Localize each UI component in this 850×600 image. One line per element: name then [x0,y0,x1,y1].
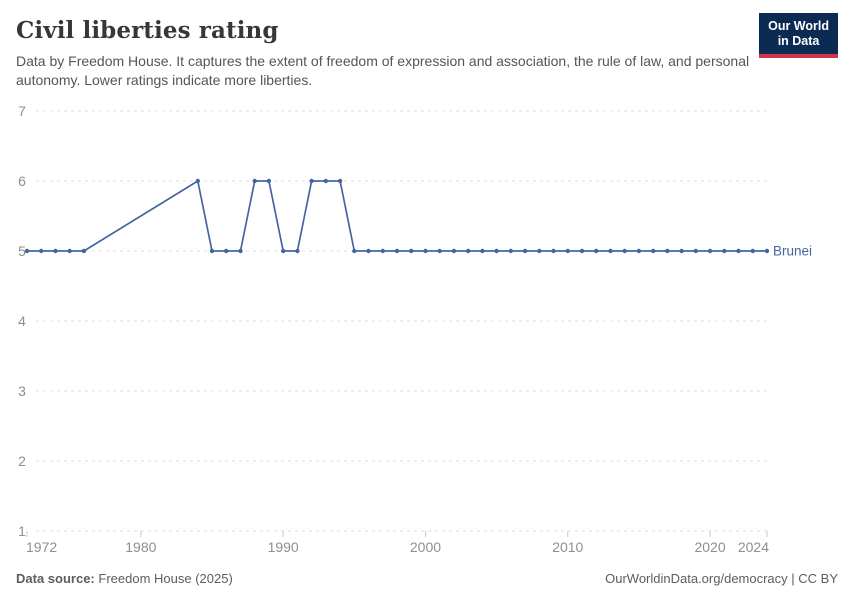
data-point-1991 [295,248,300,254]
data-point-1996 [366,248,371,254]
data-point-2020 [707,248,713,254]
data-point-1999 [409,248,414,254]
chart-subtitle: Data by Freedom House. It captures the e… [16,53,750,89]
data-point-2014 [622,248,627,254]
data-point-1975 [67,248,72,254]
data-point-2018 [679,248,684,254]
x-tick-label-2000: 2000 [410,539,441,555]
x-tick-label-1980: 1980 [125,539,156,555]
data-point-2007 [522,248,528,254]
data-point-1972 [24,248,30,254]
data-point-2024 [764,248,770,254]
data-point-2009 [551,248,556,254]
owid-logo-line1: Our World [768,19,829,33]
data-point-2019 [693,248,698,254]
data-point-1985 [209,248,215,254]
data-point-1992 [309,178,314,184]
y-tick-label-4: 4 [18,313,26,329]
line-chart[interactable]: 1 2 3 4 5 6 7 1972 1980 1990 2000 2010 2020 2024 Brune… [0,100,850,560]
data-point-1989 [266,178,272,184]
data-point-2012 [594,248,599,254]
data-point-1994 [337,178,343,184]
data-point-2010 [565,248,570,254]
y-tick-label-1: 1 [18,523,26,539]
data-point-2001 [437,248,442,254]
data-point-1988 [252,178,257,184]
data-point-2021 [722,248,727,254]
data-point-2016 [651,248,656,254]
data-point-1974 [53,248,58,254]
owid-logo-line2: in Data [777,34,820,49]
data-point-1998 [394,248,400,254]
data-point-1984 [195,178,200,184]
y-tick-label-7: 7 [18,103,26,119]
series-label: Brunei [773,244,812,259]
data-point-1976 [81,248,87,254]
line-chart-svg[interactable]: 1 2 3 4 5 6 7 1972 1980 1990 2000 2010 2020 2024 Brune… [0,100,850,560]
data-source-value: Freedom House (2025) [98,571,233,586]
data-source-label: Data source: [16,571,95,586]
x-tick-label-1972: 1972 [26,539,57,555]
data-point-1993 [323,178,328,184]
chart-footer: Data source: Freedom House (2025) OurWor… [16,571,838,586]
x-tick-label-2010: 2010 [552,539,583,555]
data-point-2023 [750,248,755,254]
data-point-2006 [508,248,513,254]
credit-link[interactable]: OurWorldinData.org/democracy | CC BY [605,571,838,586]
data-point-2022 [736,248,741,254]
data-point-2013 [608,248,613,254]
y-tick-label-5: 5 [18,243,26,259]
y-tick-label-6: 6 [18,173,26,189]
data-point-1997 [380,248,385,254]
data-point-1986 [224,248,229,254]
x-tick-label-2020: 2020 [694,539,725,555]
series-brunei[interactable]: Brunei [24,178,812,259]
x-tick-label-1990: 1990 [268,539,299,555]
y-tick-label-2: 2 [18,453,26,469]
data-point-2003 [466,248,471,254]
data-point-2011 [579,248,585,254]
data-point-2015 [636,248,642,254]
data-point-2002 [451,248,457,254]
chart-title: Civil liberties rating [16,17,279,44]
y-tick-label-3: 3 [18,383,26,399]
data-point-2017 [665,248,670,254]
data-point-1990 [281,248,286,254]
x-tick-label-2024: 2024 [738,539,769,555]
chart-header: Civil liberties rating Data by Freedom H… [0,0,850,91]
data-source: Data source: Freedom House (2025) [16,571,233,586]
series-line [26,180,768,252]
data-point-2004 [480,248,485,254]
data-point-2005 [494,248,499,254]
data-point-1995 [352,248,357,254]
data-point-2008 [537,248,542,254]
data-point-1987 [238,248,243,254]
data-point-1973 [39,248,44,254]
owid-logo: Our World in Data [759,13,838,58]
data-point-2000 [423,248,428,254]
